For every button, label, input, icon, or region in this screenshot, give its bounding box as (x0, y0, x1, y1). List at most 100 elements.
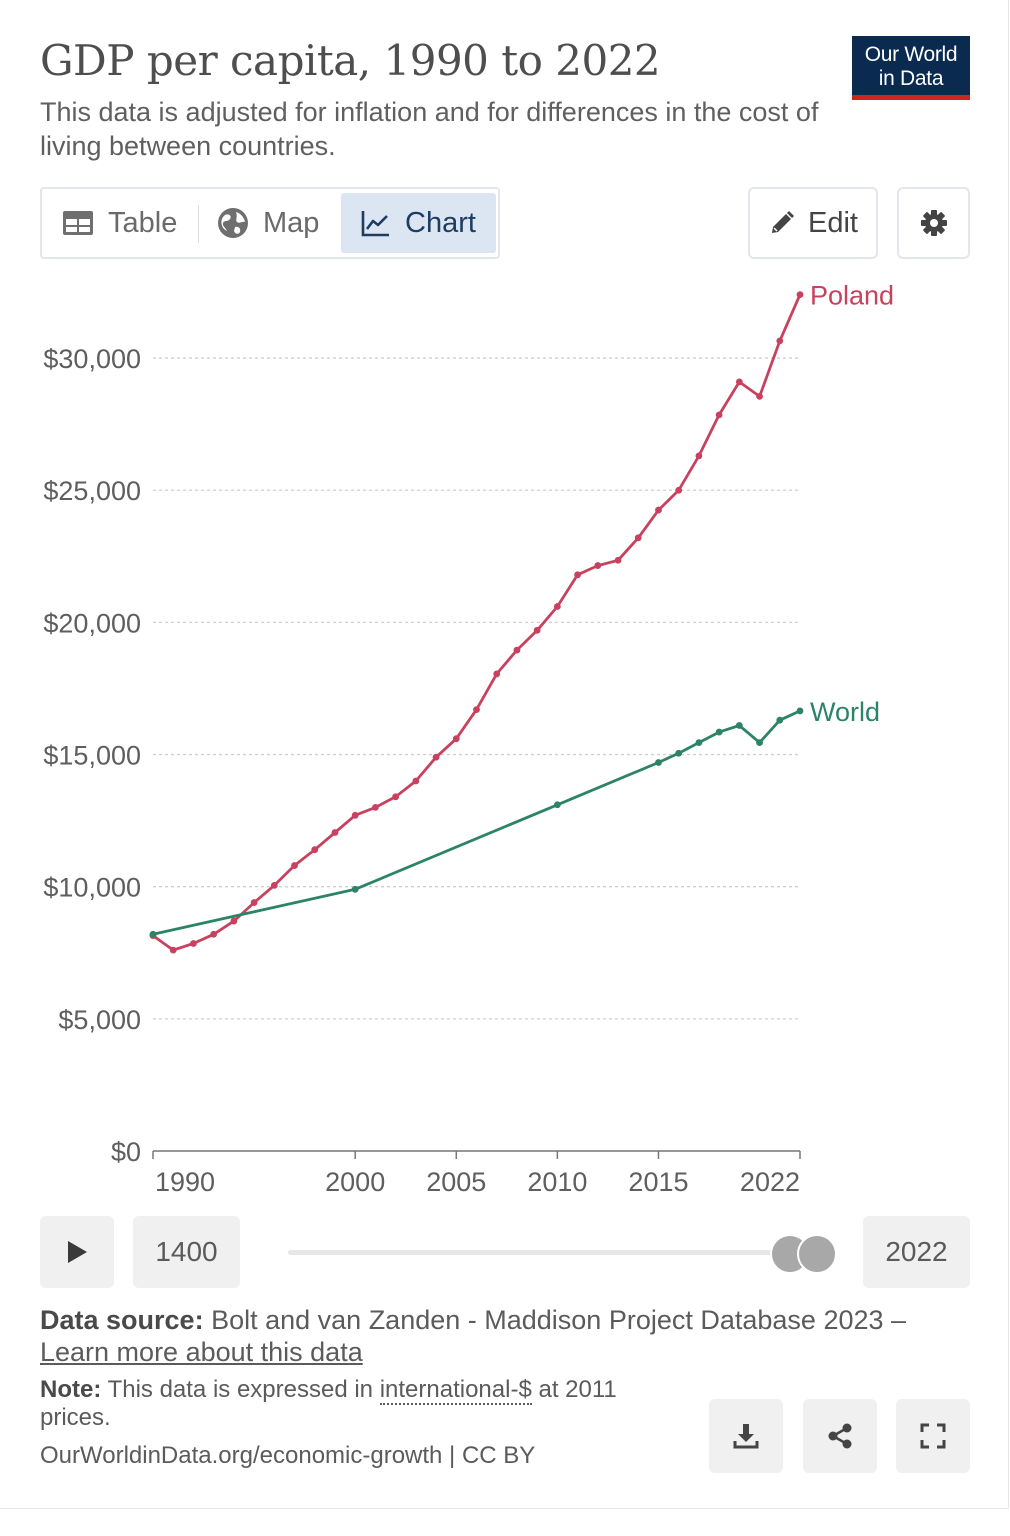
data-point-poland (392, 793, 400, 801)
data-point-world (796, 707, 804, 715)
data-point-world (776, 716, 784, 724)
page-subtitle: This data is adjusted for inflation and … (40, 97, 819, 161)
y-tick-label: $5,000 (58, 1005, 141, 1035)
pencil-icon (768, 209, 796, 237)
y-tick-label: $25,000 (43, 476, 141, 506)
view-tabs: Table Map Chart (40, 187, 500, 259)
tab-map-label: Map (263, 206, 320, 239)
data-point-poland (230, 917, 238, 925)
y-tick-label: $0 (111, 1137, 141, 1167)
download-icon (732, 1422, 760, 1450)
x-tick-label: 2015 (628, 1167, 688, 1197)
data-point-poland (169, 946, 177, 954)
data-point-poland (715, 411, 723, 419)
data-point-poland (735, 378, 743, 386)
data-point-poland (372, 804, 379, 811)
logo-line-2: in Data (878, 67, 944, 90)
table-icon (62, 210, 94, 236)
timeline-end-year[interactable]: 2022 (863, 1216, 970, 1288)
data-point-poland (695, 452, 703, 460)
timeline-end-handle[interactable] (797, 1234, 837, 1274)
data-point-world (715, 728, 723, 736)
x-tick-label: 2010 (527, 1167, 587, 1197)
share-icon (827, 1423, 853, 1449)
edit-label: Edit (808, 206, 858, 239)
data-point-poland (533, 626, 541, 634)
data-point-poland (574, 571, 581, 579)
data-point-poland (675, 486, 683, 494)
data-point-poland (250, 899, 258, 906)
series-label-world: World (810, 697, 880, 727)
timeline-start-year[interactable]: 1400 (133, 1216, 240, 1288)
learn-more-link[interactable]: Learn more about this data (40, 1337, 363, 1367)
data-point-poland (311, 846, 319, 854)
chart-note: Note: This data is expressed in internat… (40, 1376, 680, 1432)
data-point-world (675, 749, 683, 757)
y-tick-label: $10,000 (43, 873, 141, 903)
note-text-2: at 2011 prices. (40, 1376, 617, 1431)
data-point-poland (493, 670, 501, 678)
share-button[interactable] (803, 1399, 877, 1473)
globe-icon (217, 207, 249, 239)
fullscreen-button[interactable] (896, 1399, 970, 1473)
data-point-poland (776, 337, 784, 345)
data-point-world (351, 885, 359, 893)
data-point-poland (655, 506, 662, 514)
y-tick-label: $15,000 (43, 741, 141, 771)
data-point-poland (210, 930, 218, 938)
gear-icon (919, 208, 949, 238)
data-point-poland (513, 646, 521, 654)
data-point-poland (553, 603, 561, 610)
x-tick-label: 2022 (740, 1167, 800, 1197)
data-point-poland (432, 753, 440, 761)
data-point-world (735, 722, 743, 729)
edit-button[interactable]: Edit (748, 187, 878, 259)
tab-table[interactable]: Table (62, 193, 177, 253)
x-tick-label: 1990 (155, 1167, 215, 1197)
page-title: GDP per capita, 1990 to 2022 (40, 36, 661, 85)
y-tick-label: $20,000 (43, 608, 141, 638)
data-point-poland (473, 706, 480, 714)
data-point-poland (594, 562, 602, 569)
data-point-poland (412, 777, 420, 785)
data-point-poland (452, 735, 460, 743)
download-button[interactable] (709, 1399, 783, 1473)
data-source-label: Data source: (40, 1305, 204, 1335)
tab-chart[interactable]: Chart (341, 193, 496, 253)
data-point-poland (756, 393, 763, 400)
source-url[interactable]: OurWorldinData.org/economic-growth | CC … (40, 1442, 536, 1469)
data-point-poland (331, 829, 339, 836)
data-point-world (553, 801, 561, 809)
line-chart: $0 $5,000 $10,000 $15,000 $20,000 $25,000 $30,… (43, 281, 894, 1197)
data-point-poland (796, 291, 804, 299)
tab-table-label: Table (108, 206, 178, 239)
data-source-text: Bolt and van Zanden - Maddison Project D… (211, 1305, 907, 1335)
y-tick-label: $30,000 (43, 344, 141, 374)
data-point-poland (634, 534, 642, 542)
note-label: Note: (40, 1376, 102, 1403)
line-chart-icon (361, 209, 391, 237)
play-button[interactable] (40, 1216, 114, 1288)
data-point-world (695, 739, 703, 747)
fullscreen-icon (920, 1423, 946, 1449)
x-tick-label: 2000 (325, 1167, 385, 1197)
timeline-slider[interactable] (288, 1250, 818, 1255)
x-tick-label: 2005 (426, 1167, 486, 1197)
data-point-world (756, 739, 763, 747)
data-point-poland (190, 940, 197, 947)
data-point-poland (614, 556, 622, 564)
owid-logo[interactable]: Our World in Data (852, 36, 970, 100)
settings-button[interactable] (897, 187, 970, 259)
note-text-1: This data is expressed in (107, 1376, 374, 1403)
data-point-world (149, 930, 157, 938)
data-point-poland (351, 811, 359, 819)
tab-divider (198, 205, 199, 243)
tab-chart-label: Chart (405, 206, 476, 239)
data-point-poland (291, 862, 298, 869)
international-dollar-link[interactable]: international-$ (379, 1376, 532, 1405)
data-source: Data source: Bolt and van Zanden - Maddi… (40, 1304, 940, 1368)
data-point-world (655, 759, 662, 766)
series-label-poland: Poland (810, 281, 894, 311)
tab-map[interactable]: Map (217, 193, 319, 253)
